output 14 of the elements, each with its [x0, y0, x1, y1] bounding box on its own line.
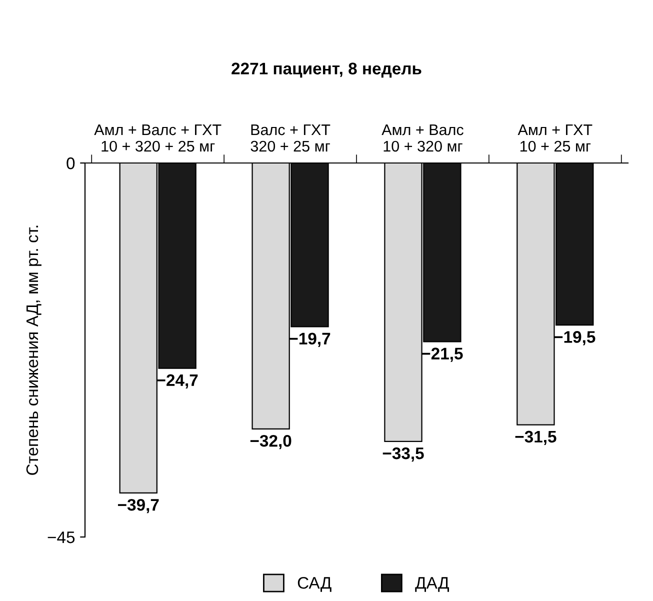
- x-tick-label: Амл + ГХТ 10 + 25 мг: [518, 124, 592, 152]
- y-axis-title: Степень снижения АД, мм рт. ст.: [26, 226, 42, 475]
- x-tick-label: Валс + ГХТ 320 + 25 мг: [250, 124, 330, 152]
- legend-label: САД: [298, 576, 332, 592]
- data-label: −31,5: [515, 430, 556, 446]
- data-label: −33,5: [382, 447, 424, 462]
- legend-label: ДАД: [415, 577, 449, 592]
- y-tick-label: −45: [48, 532, 75, 544]
- x-tick-label: Амл + Валс 10 + 320 мг: [382, 124, 464, 152]
- data-label: −32,0: [250, 434, 292, 450]
- x-tick-label: Амл + Валс + ГХТ 10 + 320 + 25 мг: [94, 124, 222, 152]
- chart-title: 2271 пациент, 8 недель: [232, 62, 422, 78]
- data-label: −39,7: [118, 498, 159, 514]
- y-tick-label: 0: [66, 157, 75, 170]
